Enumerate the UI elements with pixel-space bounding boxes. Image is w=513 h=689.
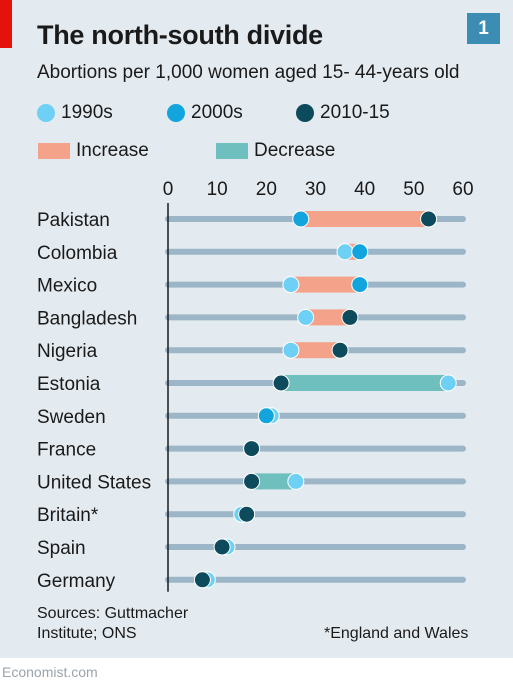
dot-1990s xyxy=(282,276,300,294)
country-label: Estonia xyxy=(37,374,101,395)
country-label: Mexico xyxy=(37,276,97,297)
dot-1990s xyxy=(287,472,305,490)
dot-1990s xyxy=(439,374,457,392)
country-label: United States xyxy=(37,472,151,493)
dot-201015 xyxy=(213,538,231,556)
brand-tag xyxy=(0,0,12,48)
legend-decrease: Decrease xyxy=(216,140,335,162)
decrease-bar xyxy=(251,473,296,490)
country-label: Bangladesh xyxy=(37,308,137,329)
footnote: *England and Wales xyxy=(324,625,469,642)
dot-1990s xyxy=(297,308,315,326)
chart-number-badge: 1 xyxy=(467,13,500,44)
legend-2000s-dot xyxy=(167,104,185,122)
increase-bar xyxy=(290,276,360,293)
x-tick-label: 0 xyxy=(163,179,174,200)
legend-increase: Increase xyxy=(38,140,149,162)
dot-201015 xyxy=(238,505,256,523)
country-label: France xyxy=(37,440,96,461)
country-label: Nigeria xyxy=(37,341,98,362)
country-label: Sweden xyxy=(37,407,106,428)
x-tick-label: 20 xyxy=(256,179,277,200)
dot-2000s xyxy=(257,407,275,425)
legend-1990s-dot xyxy=(37,104,55,122)
increase-bar xyxy=(300,211,429,227)
legend-2010-15-label: 2010-15 xyxy=(320,102,390,123)
sources-line-1: Sources: Guttmacher xyxy=(37,605,189,622)
legend-decrease-label: Decrease xyxy=(254,140,336,161)
dot-2000s xyxy=(351,276,369,294)
increase-bar xyxy=(290,342,341,359)
dot-1990s xyxy=(282,341,300,359)
legend-increase-label: Increase xyxy=(76,140,149,161)
sources-note: Sources: Guttmacher Institute; ONS xyxy=(37,604,188,644)
increase-bar xyxy=(305,309,350,326)
chart-title: The north-south divide xyxy=(37,20,323,50)
x-tick-label: 30 xyxy=(305,179,326,200)
dot-201015 xyxy=(193,571,211,589)
dot-201015 xyxy=(243,440,261,458)
dot-201015 xyxy=(341,308,359,326)
dot-1990s xyxy=(336,243,354,261)
legend-2010-15: 2010-15 xyxy=(296,102,390,124)
country-label: Germany xyxy=(37,571,116,592)
country-label: Pakistan xyxy=(37,210,110,231)
dot-2000s xyxy=(292,210,310,228)
country-label: Spain xyxy=(37,538,86,559)
sources-line-2: Institute; ONS xyxy=(37,625,137,642)
x-tick-label: 40 xyxy=(354,179,375,200)
x-tick-label: 10 xyxy=(207,179,228,200)
legend-1990s-label: 1990s xyxy=(61,102,113,123)
legend-increase-swatch xyxy=(38,143,70,159)
dot-201015 xyxy=(272,374,290,392)
country-label: Britain* xyxy=(37,505,99,526)
legend-2000s: 2000s xyxy=(167,102,243,124)
legend-1990s: 1990s xyxy=(37,102,113,124)
chart-subtitle: Abortions per 1,000 women aged 15- 44-ye… xyxy=(37,62,460,83)
legend-2010-15-dot xyxy=(296,104,314,122)
dot-201015 xyxy=(420,210,438,228)
credit-text: Economist.com xyxy=(2,664,98,680)
decrease-bar xyxy=(281,375,449,391)
legend-2000s-label: 2000s xyxy=(191,102,243,123)
legend-decrease-swatch xyxy=(216,143,248,159)
country-label: Colombia xyxy=(37,243,118,264)
x-tick-label: 50 xyxy=(403,179,424,200)
dot-201015 xyxy=(243,472,261,490)
dot-2000s xyxy=(351,243,369,261)
dot-201015 xyxy=(331,341,349,359)
dot-range-chart: 0 10 20 30 40 50 60 Pakistan Colombia Mexico Bangl… xyxy=(37,179,474,592)
x-tick-label: 60 xyxy=(452,179,473,200)
